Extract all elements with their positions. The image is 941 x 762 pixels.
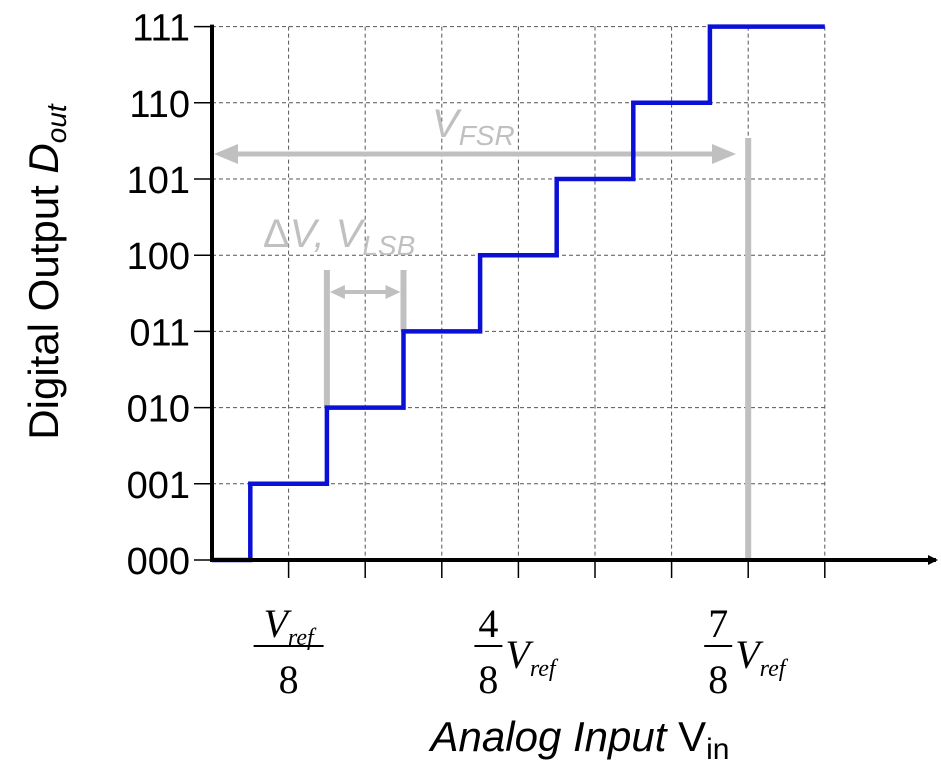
y-tick-label: 100 [127,236,190,278]
x-axis-label: Analog Input Vin [428,713,730,762]
axes [194,24,938,578]
y-tick-label: 111 [132,8,190,50]
x-tick-label-denominator: 8 [708,657,728,702]
lsb-arrowhead-left [329,285,345,299]
fsr-arrowhead-right [712,144,736,164]
x-tick-label-numerator: Vref [263,601,317,651]
lsb-label: ΔV, VLSB [263,212,415,261]
grid-lines [212,26,826,560]
lsb-arrowhead-right [385,285,401,299]
x-tick-label-denominator: 8 [279,657,299,702]
y-tick-label: 011 [129,312,190,354]
transfer-staircase-line [212,24,825,563]
x-tick-label-denominator: 8 [478,657,498,702]
y-tick-label: 110 [129,84,190,126]
fsr-arrowhead-left [214,144,238,164]
fsr-label: VFSR [432,102,515,151]
x-tick-label-numerator: 7 [708,601,728,646]
y-tick-label: 000 [127,541,190,583]
tick-labels: 000001010011100101110111Vref848Vref78Vre… [127,8,789,702]
y-axis-label: Digital Output Dout [20,103,72,440]
x-tick-label-variable: Vref [735,632,789,682]
series-group [212,24,825,563]
y-tick-label: 010 [127,389,190,431]
x-tick-label-numerator: 4 [478,601,498,646]
y-tick-label: 001 [127,465,190,507]
x-tick-label-variable: Vref [505,632,559,682]
annotation-lines [214,138,752,560]
y-tick-label: 101 [127,160,190,202]
